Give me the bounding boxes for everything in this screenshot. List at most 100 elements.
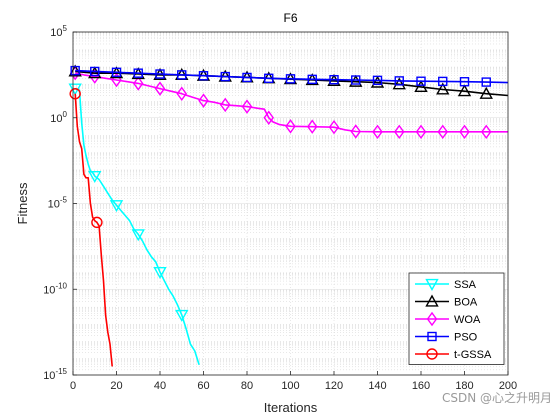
data-point-woa: [350, 124, 362, 139]
y-axis-label: Fitness: [15, 182, 30, 224]
x-tick-label: 180: [455, 380, 473, 392]
data-point-pso: [351, 75, 361, 85]
y-tick-exponent: -15: [55, 367, 67, 376]
data-point-pso: [70, 65, 80, 76]
data-point-ssa: [88, 170, 102, 184]
x-tick-label: 160: [412, 380, 430, 392]
data-point-pso: [307, 74, 317, 85]
y-tick-label: 105: [50, 24, 67, 39]
x-tick-label: 80: [241, 380, 253, 392]
series-woa: [69, 65, 508, 140]
data-point-woa: [415, 124, 427, 140]
series-line-pso: [75, 69, 509, 84]
data-point-woa: [241, 99, 253, 114]
legend-marker: [426, 348, 438, 360]
y-tick-exponent: 0: [63, 110, 68, 119]
data-point-ssa: [109, 200, 124, 213]
data-point-pso: [329, 74, 339, 85]
legend: SSA BOA WOA PSO t-GSSA: [408, 272, 505, 365]
data-point-woa: [459, 124, 470, 140]
chart-title: F6: [283, 11, 297, 25]
data-point-boa: [370, 75, 385, 88]
legend-label: t-GSSA: [454, 349, 492, 361]
legend-entry: WOA: [415, 311, 481, 327]
legend-label: WOA: [454, 314, 481, 326]
data-point-woa: [393, 124, 405, 140]
y-tick-exponent: -10: [55, 281, 67, 290]
series-line-ssa: [74, 87, 200, 365]
y-tick-base: 10: [50, 27, 62, 39]
data-point-woa: [219, 97, 231, 113]
data-point-boa: [88, 66, 102, 79]
x-tick-label: 60: [197, 380, 209, 392]
data-point-woa: [132, 76, 144, 91]
data-point-boa: [479, 86, 493, 99]
legend-marker: [427, 331, 437, 342]
y-tick-base: 10: [50, 113, 62, 125]
series-line-woa: [75, 72, 508, 133]
data-point-t-gssa: [91, 216, 103, 229]
x-tick-label: 140: [368, 380, 386, 392]
data-point-woa: [372, 124, 383, 140]
x-tick-label: 20: [110, 380, 122, 392]
data-point-woa: [263, 110, 275, 125]
data-point-pso: [155, 69, 165, 79]
series-t-gssa: [69, 88, 113, 367]
data-point-pso: [481, 77, 491, 87]
data-point-woa: [328, 119, 340, 135]
legend-label: PSO: [454, 332, 478, 344]
x-tick-label: 100: [281, 380, 299, 392]
data-point-ssa: [175, 309, 189, 322]
data-point-woa: [480, 124, 492, 140]
legend-entry: BOA: [415, 294, 478, 309]
data-point-woa: [176, 86, 188, 101]
data-point-boa: [392, 77, 406, 90]
y-tick-base: 10: [48, 199, 60, 211]
data-point-pso: [416, 76, 426, 86]
data-point-pso: [133, 68, 143, 78]
x-tick-label: 40: [154, 380, 166, 392]
data-point-pso: [90, 66, 100, 77]
legend-entry: PSO: [415, 332, 478, 344]
x-tick-label: 120: [325, 380, 343, 392]
data-point-pso: [459, 77, 470, 87]
legend-marker: [425, 278, 439, 291]
y-tick-base: 10: [43, 370, 55, 382]
data-point-pso: [285, 74, 296, 84]
series-ssa: [68, 83, 200, 365]
data-point-woa: [198, 93, 209, 108]
data-point-ssa: [153, 267, 167, 280]
y-tick-label: 10-5: [48, 196, 68, 211]
data-point-woa: [89, 69, 101, 84]
data-point-pso: [438, 76, 448, 87]
legend-entry: t-GSSA: [415, 348, 492, 361]
legend-label: BOA: [454, 297, 478, 309]
data-point-woa: [437, 124, 449, 140]
data-point-pso: [242, 72, 252, 83]
data-point-woa: [285, 119, 296, 134]
legend-entry: SSA: [415, 278, 477, 291]
legend-label: SSA: [454, 279, 477, 291]
data-point-pso: [394, 76, 404, 86]
legend-marker: [426, 311, 438, 327]
data-point-boa: [436, 82, 450, 95]
data-point-pso: [111, 67, 122, 78]
data-point-ssa: [131, 229, 145, 242]
series-pso: [70, 65, 509, 87]
data-point-woa: [154, 81, 166, 96]
data-point-boa: [457, 84, 472, 97]
y-tick-label: 100: [50, 110, 67, 125]
x-axis-label: Iterations: [264, 400, 318, 415]
x-tick-label: 0: [70, 380, 76, 392]
y-tick-base: 10: [43, 284, 55, 296]
data-point-pso: [220, 71, 230, 82]
data-point-pso: [198, 71, 209, 81]
x-tick-label: 200: [499, 380, 517, 392]
y-tick-exponent: -5: [60, 196, 68, 205]
data-point-woa: [306, 119, 318, 134]
series-layer: [68, 64, 509, 367]
legend-marker: [425, 294, 439, 307]
watermark: CSDN @心之升明月: [442, 391, 552, 405]
